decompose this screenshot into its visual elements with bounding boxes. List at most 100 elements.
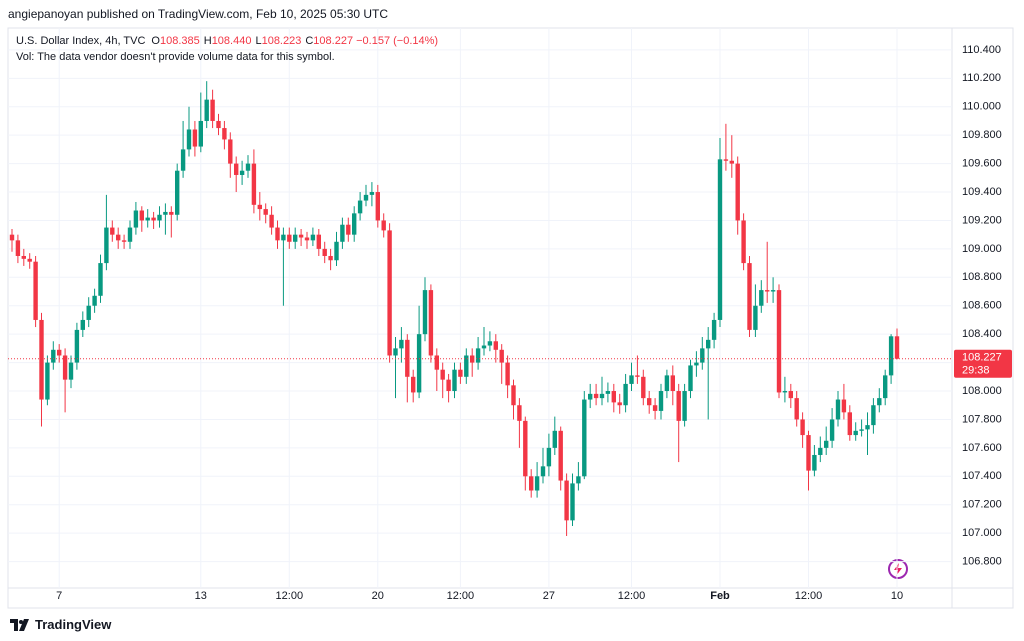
y-tick-label: 110.000 [962, 101, 1001, 113]
candle-body [387, 230, 392, 356]
brand: TradingView [10, 617, 111, 632]
candle-body [729, 160, 734, 164]
candle-body [68, 362, 74, 380]
candle-body [552, 430, 557, 448]
candle-body [127, 227, 133, 242]
candle-body [599, 393, 605, 399]
candle-body [316, 234, 321, 249]
candle-body [493, 341, 498, 350]
candle-body [883, 375, 888, 399]
candle-body [186, 129, 192, 150]
candle-body [806, 435, 811, 471]
candle-body [169, 211, 174, 215]
y-tick-label: 110.400 [962, 44, 1001, 56]
candle-body [446, 379, 451, 392]
candle-body [369, 192, 375, 195]
candle-body [121, 240, 127, 242]
y-tick-label: 108.000 [962, 385, 1002, 397]
candle-body [877, 398, 882, 406]
candle-body [458, 369, 463, 377]
y-tick-label: 110.200 [962, 72, 1001, 84]
candle-body [664, 375, 670, 392]
candle-body [676, 391, 681, 421]
candle-body [98, 263, 103, 296]
candle-body [611, 391, 616, 403]
ohlc-key: O [151, 35, 160, 47]
y-tick-label: 107.000 [962, 527, 1002, 539]
volume-note: Vol: The data vendor doesn't provide vol… [16, 51, 335, 63]
candle-body [298, 234, 304, 238]
candle-body [782, 391, 788, 393]
candle-body [334, 241, 339, 261]
candle-body [505, 362, 510, 386]
candle-body [871, 405, 876, 426]
candle-body [175, 170, 180, 215]
candle-body [859, 429, 864, 431]
candle-body [139, 210, 144, 221]
candle-body [888, 336, 894, 376]
candle-body [688, 365, 693, 392]
candle-body [835, 399, 841, 420]
candle-body [21, 255, 26, 259]
candle-body [776, 290, 782, 393]
y-tick-label: 108.600 [962, 300, 1002, 312]
candle-body [588, 393, 593, 400]
candle-body [310, 234, 316, 241]
y-tick-label: 107.800 [962, 413, 1002, 425]
y-tick-label: 109.200 [962, 214, 1002, 226]
candle-body [287, 234, 292, 242]
candle-body [629, 375, 634, 384]
y-tick-label: 107.200 [962, 499, 1002, 511]
candle-body [422, 290, 428, 335]
symbol: U.S. Dollar Index, 4h, TVC [16, 35, 146, 47]
candle-body [800, 419, 805, 436]
brand-logo [10, 618, 29, 631]
candle-body [133, 210, 139, 228]
legend: U.S. Dollar Index, 4h, TVC O108.385 H108.4… [16, 33, 438, 65]
ohlc-value: 108.227 [313, 35, 354, 47]
candle-body [110, 227, 115, 235]
candle-body [180, 149, 186, 171]
x-tick-label: 12:00 [618, 590, 646, 602]
candle-body [735, 163, 740, 221]
candle-body [62, 355, 68, 380]
candle-body [416, 334, 422, 393]
candle-body [269, 214, 274, 228]
ohlc-value: 108.385 [159, 35, 200, 47]
y-tick-label: 109.400 [962, 186, 1002, 198]
last-price-label: 108.227 [962, 352, 1002, 364]
candle-body [45, 362, 50, 400]
candle-body [788, 391, 793, 399]
candle-body [151, 217, 156, 221]
candle-body [652, 405, 658, 411]
candle-body [293, 234, 298, 242]
candle-body [605, 391, 611, 394]
candle-body [682, 391, 687, 421]
candle-body [80, 319, 85, 330]
candle-body [658, 391, 664, 411]
candle-body [198, 120, 203, 147]
lightning-icon[interactable] [888, 559, 908, 579]
x-tick-label: 10 [891, 590, 903, 602]
candle-body [847, 412, 852, 436]
candle-body [434, 355, 439, 370]
last-price-tag [954, 349, 1012, 378]
y-tick-label: 109.000 [962, 243, 1002, 255]
candle-body [399, 339, 404, 349]
x-tick-label: 12:00 [795, 590, 823, 602]
candle-body [546, 447, 552, 467]
candle-body [363, 194, 369, 201]
candle-body [475, 348, 481, 363]
candle-body [576, 476, 581, 484]
candle-body [517, 405, 522, 421]
candle-body [794, 398, 799, 420]
candle-body [210, 99, 215, 121]
candle-body [570, 483, 575, 521]
y-tick-label: 107.600 [962, 442, 1002, 454]
candle-body [812, 454, 817, 471]
x-tick-label: 7 [56, 590, 62, 602]
candle-body [670, 375, 675, 392]
y-tick-label: 108.400 [962, 328, 1002, 340]
candle-body [470, 355, 475, 363]
candle-body [765, 290, 770, 292]
